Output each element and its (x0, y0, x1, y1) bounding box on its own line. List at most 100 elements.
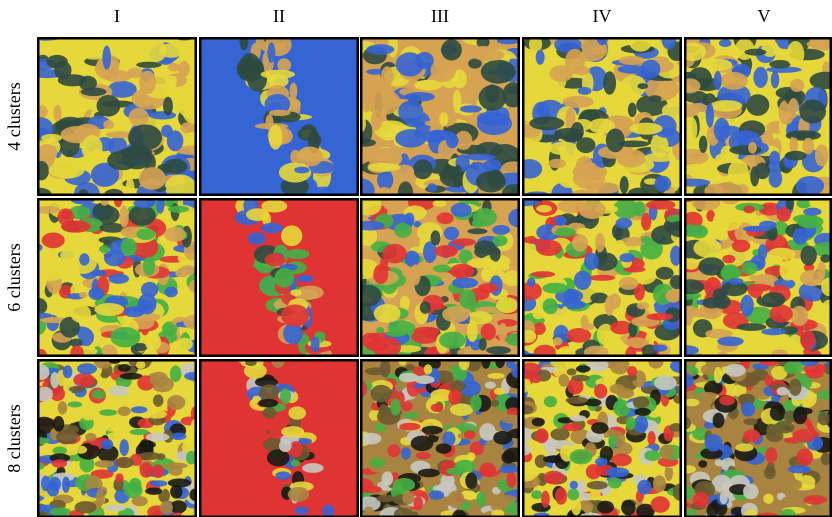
cluster-blob (492, 225, 510, 235)
cluster-blob (489, 263, 510, 271)
cluster-blob (498, 495, 517, 503)
cluster-blob (543, 471, 564, 485)
cluster-blob (494, 388, 505, 395)
cluster-blob (168, 478, 191, 487)
cluster-blob (265, 253, 286, 266)
cluster-blob (137, 228, 156, 240)
cluster-blob (696, 392, 717, 399)
cluster-blob (37, 144, 57, 161)
cluster-blob (644, 450, 661, 461)
cluster-blob (571, 122, 584, 141)
cluster-blob (450, 403, 473, 416)
cluster-blob (395, 383, 404, 392)
cluster-blob (591, 47, 606, 55)
cluster-blob (665, 289, 680, 303)
cluster-blob (382, 132, 395, 140)
cluster-blob (246, 208, 269, 221)
cluster-blob (147, 40, 166, 61)
cluster-blob (49, 162, 85, 179)
cluster-blob (441, 39, 462, 60)
cluster-blob (261, 70, 296, 79)
cluster-blob (646, 200, 676, 210)
cluster-map (675, 24, 832, 204)
cluster-blob (550, 428, 569, 440)
cluster-blob (606, 467, 629, 477)
cluster-blob (591, 422, 608, 434)
cluster-blob (371, 110, 382, 131)
cluster-blob (633, 396, 650, 408)
cluster-blob (164, 227, 186, 242)
cluster-blob (554, 216, 566, 226)
cluster-blob (413, 159, 432, 179)
cluster-blob (427, 183, 436, 192)
cluster-blob (58, 74, 87, 86)
cluster-blob (165, 174, 196, 200)
cluster-blob (467, 321, 478, 342)
cluster-blob (587, 481, 608, 490)
row-label: 8 clusters (4, 404, 24, 472)
cluster-blob (589, 490, 601, 500)
cluster-blob (586, 464, 601, 479)
cluster-blob (563, 96, 594, 108)
cluster-blob (637, 480, 651, 495)
cluster-blob (533, 322, 545, 335)
cluster-map (505, 26, 694, 205)
cluster-blob (713, 413, 725, 429)
cluster-blob (628, 102, 637, 117)
cluster-blob (410, 264, 421, 285)
cluster-blob (807, 40, 824, 47)
cluster-blob (405, 92, 435, 102)
cluster-blob (743, 484, 758, 500)
cluster-blob (382, 471, 393, 486)
cluster-blob (714, 71, 722, 90)
cluster-blob (58, 208, 74, 225)
cluster-blob (297, 275, 314, 282)
cluster-blob (430, 59, 455, 82)
column-label: I (114, 6, 120, 26)
cluster-blob (411, 436, 434, 451)
cluster-blob (664, 406, 678, 414)
cluster-map (199, 197, 359, 360)
cluster-blob (713, 210, 743, 231)
cluster-blob (693, 492, 709, 507)
cluster-blob (769, 60, 790, 68)
cluster-blob (451, 203, 472, 217)
cluster-blob (673, 395, 683, 404)
cluster-blob (584, 253, 599, 271)
cluster-blob (302, 463, 323, 473)
cluster-blob (79, 292, 87, 298)
cluster-blob (355, 221, 384, 231)
cluster-blob (384, 200, 397, 210)
cluster-blob (536, 240, 562, 256)
cluster-blob (366, 44, 394, 54)
cluster-blob (402, 492, 414, 505)
cluster-blob (404, 213, 414, 225)
cluster-blob (530, 374, 541, 383)
cluster-blob (36, 463, 45, 470)
cluster-blob (626, 417, 636, 430)
cluster-blob (743, 205, 754, 213)
cluster-blob (797, 215, 823, 228)
cluster-blob (269, 125, 283, 150)
cluster-blob (553, 337, 563, 345)
cluster-blob (170, 365, 182, 382)
cluster-blob (119, 206, 128, 228)
cluster-blob (109, 274, 129, 284)
cluster-blob (637, 83, 648, 89)
cluster-blob (576, 365, 591, 372)
cluster-blob (439, 332, 466, 349)
cluster-blob (628, 29, 652, 52)
cluster-blob (85, 433, 96, 442)
cluster-blob (493, 235, 508, 246)
cluster-map (199, 351, 359, 517)
cluster-blob (132, 496, 148, 506)
cluster-blob (774, 421, 794, 433)
cluster-blob (574, 271, 591, 290)
cluster-blob (569, 449, 592, 464)
cluster-blob (120, 439, 129, 456)
cluster-blob (103, 414, 121, 431)
cluster-blob (803, 495, 826, 505)
cluster-blob (725, 364, 746, 377)
cluster-map (23, 33, 213, 206)
cluster-blob (431, 404, 443, 412)
